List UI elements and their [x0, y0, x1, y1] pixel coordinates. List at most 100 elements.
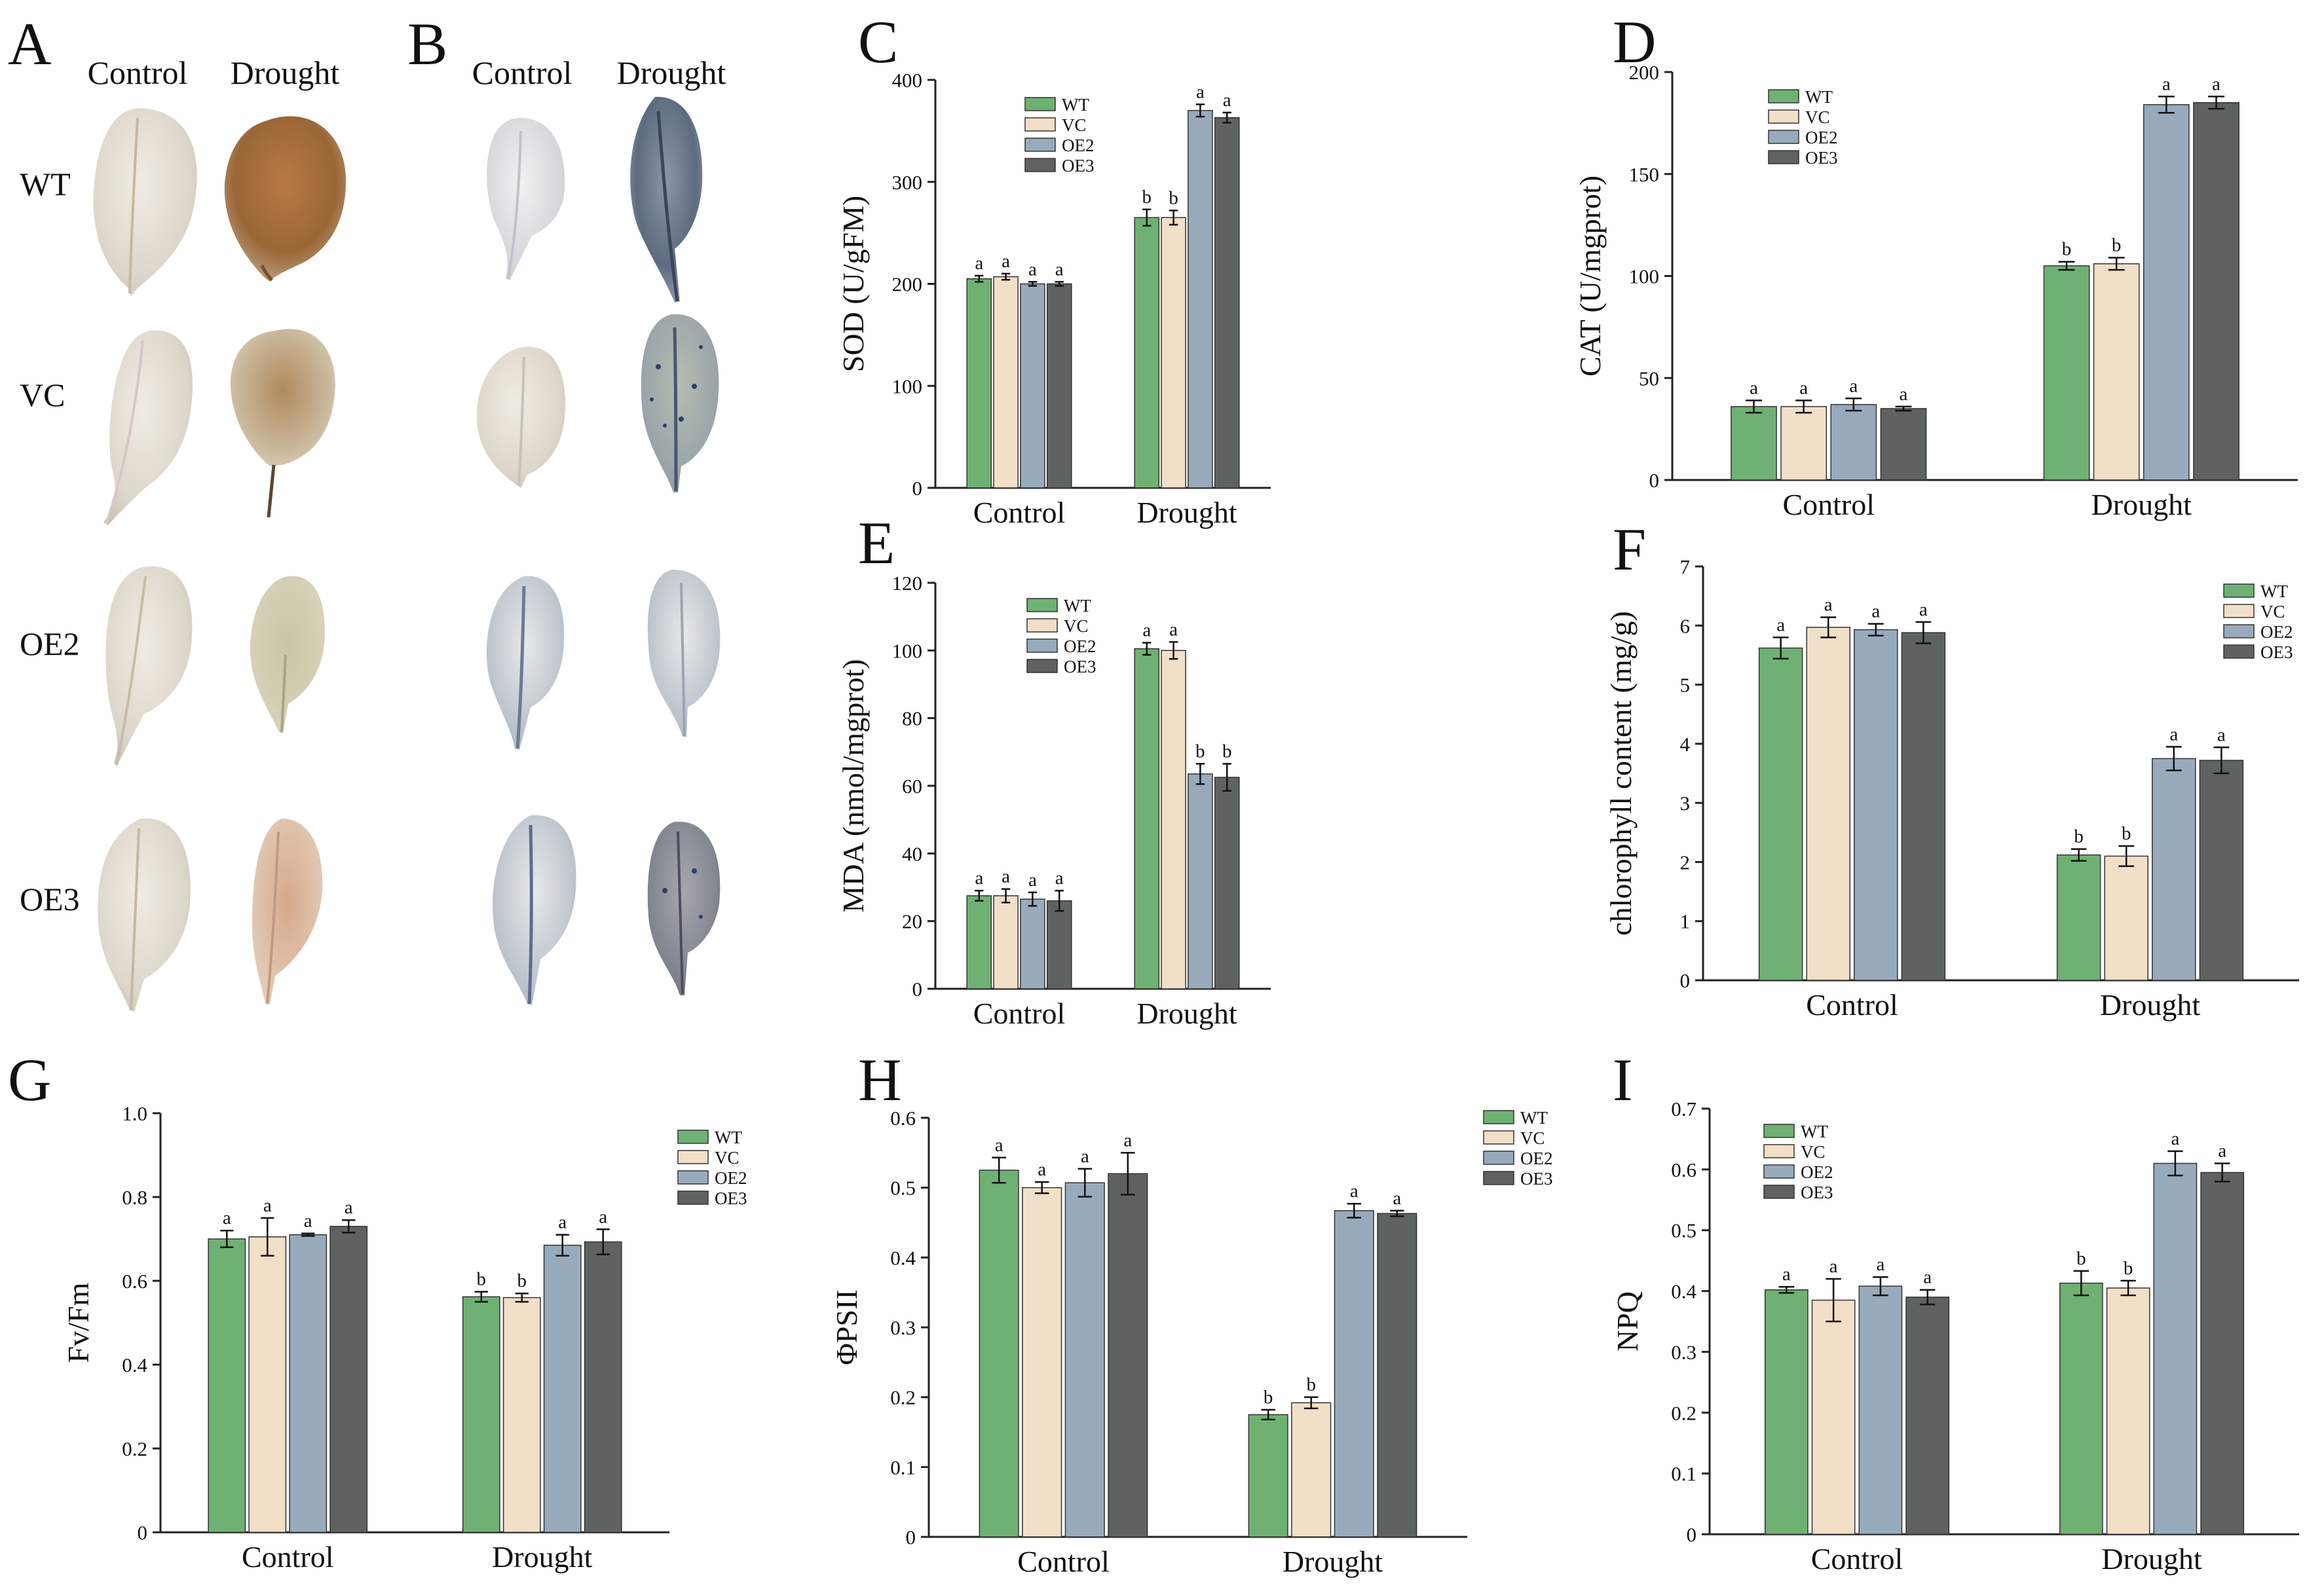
significance-letter-c: a [1223, 90, 1231, 111]
error-bar-d-wt-drought [2058, 261, 2075, 271]
photo-a-row-oe3: OE3 [20, 881, 80, 917]
error-bar-d-wt-control [1746, 399, 1762, 414]
error-bar-e-oe2-drought [1195, 763, 1205, 785]
significance-letter-g: a [558, 1212, 567, 1233]
y-tick-label-e: 40 [902, 842, 922, 865]
legend-swatch-h-vc [1483, 1130, 1514, 1145]
error-bar-e-wt-drought [1142, 642, 1152, 656]
legend-swatch-c-vc [1024, 117, 1056, 132]
significance-letter-e: a [1002, 866, 1010, 887]
legend-swatch-d-oe3 [1768, 150, 1799, 164]
significance-letter-i: a [1876, 1254, 1884, 1275]
error-bar-d-oe3-control [1895, 405, 1912, 412]
bar-g-vc-control [248, 1236, 287, 1533]
legend-label-c-oe3: OE3 [1062, 156, 1095, 175]
bar-f-vc-control [1806, 627, 1850, 981]
error-bar-d-oe2-drought [2158, 96, 2175, 114]
photo-panel-b: B Control Drought [407, 10, 726, 1005]
bar-e-vc-control [993, 895, 1019, 989]
legend-swatch-f-oe3 [2223, 644, 2255, 659]
significance-letter-g: a [304, 1211, 312, 1232]
significance-letter-h: a [1038, 1159, 1046, 1180]
legend-label-i-vc: VC [1801, 1142, 1826, 1162]
y-tick-label-f: 1 [1680, 910, 1691, 933]
y-tick-label-e: 120 [892, 572, 923, 595]
leaf-a-oe3-control [98, 818, 191, 1012]
x-tick-label-f-drought: Drought [2100, 988, 2201, 1022]
bar-i-oe2-control [1858, 1285, 1903, 1535]
error-bar-i-vc-drought [2120, 1280, 2136, 1297]
y-axis-title-c: SOD (U/gFM) [836, 196, 870, 373]
significance-letter-g: b [517, 1270, 527, 1291]
bar-d-oe3-drought [2193, 101, 2240, 481]
significance-letter-e: a [1055, 868, 1064, 889]
error-bar-c-vc-control [1001, 272, 1011, 281]
significance-letter-c: a [1055, 259, 1064, 280]
significance-letter-c: a [1002, 251, 1010, 272]
y-tick-label-i: 0.5 [1671, 1219, 1696, 1242]
y-tick-label-e: 100 [892, 639, 923, 662]
chart-panel-h: H 0 0.1 0.2 0.3 0.4 0.5 0.6 ΦPSII a a a a Control b b a a… [830, 1046, 1553, 1578]
error-bar-g-vc-drought [515, 1292, 529, 1303]
y-tick-label-e: 60 [902, 775, 922, 798]
y-tick-label-e: 80 [902, 707, 922, 730]
legend-label-c-wt: WT [1062, 95, 1089, 115]
legend-swatch-i-oe2 [1763, 1164, 1795, 1179]
legend-label-g-oe3: OE3 [715, 1189, 747, 1208]
legend-label-c-vc: VC [1062, 115, 1087, 135]
bar-i-wt-drought [2059, 1282, 2103, 1535]
significance-letter-i: a [2218, 1141, 2226, 1162]
legend-swatch-f-wt [2223, 583, 2255, 598]
error-bar-i-vc-control [1826, 1278, 1841, 1323]
bar-d-wt-control [1731, 406, 1777, 481]
significance-letter-g: a [263, 1195, 272, 1216]
significance-letter-d: a [1799, 378, 1808, 399]
bar-h-oe2-drought [1334, 1210, 1374, 1538]
error-bar-c-wt-drought [1142, 208, 1152, 227]
significance-letter-c: a [1028, 259, 1037, 280]
error-bar-f-vc-drought [2118, 845, 2135, 867]
bar-f-oe2-drought [2152, 758, 2196, 981]
error-bar-d-vc-control [1795, 399, 1812, 414]
significance-letter-f: b [2122, 823, 2131, 844]
legend-label-f-oe3: OE3 [2260, 642, 2293, 662]
significance-letter-f: a [2169, 724, 2178, 745]
chart-panel-f: F 0 1 2 3 4 5 6 7 chlorophyll content (mg/g) a a a a C… [1604, 516, 2299, 1022]
bar-g-oe3-control [329, 1226, 368, 1533]
legend-swatch-e-wt [1026, 598, 1058, 612]
leaf-a-oe2-control [105, 566, 193, 766]
leaf-b-oe3-control [493, 815, 576, 1005]
bar-c-vc-drought [1161, 217, 1186, 489]
significance-letter-e: a [1142, 619, 1151, 640]
error-bar-e-oe2-control [1028, 891, 1038, 907]
error-bar-c-wt-control [975, 274, 984, 283]
chart-panel-i: I 0 0.1 0.2 0.3 0.4 0.5 0.6 0.7 NPQ a a a a Control b b a… [1611, 1046, 2299, 1576]
leaf-b-vc-control [476, 346, 566, 488]
significance-letter-g: a [599, 1206, 607, 1227]
x-tick-label-h-drought: Drought [1283, 1545, 1383, 1578]
legend-label-i-wt: WT [1801, 1122, 1828, 1141]
legend-swatch-g-wt [677, 1130, 709, 1144]
legend-swatch-c-wt [1024, 97, 1056, 111]
error-bar-f-vc-control [1820, 616, 1837, 638]
legend-swatch-i-oe3 [1763, 1185, 1795, 1199]
y-tick-label-i: 0.1 [1671, 1462, 1696, 1485]
significance-letter-h: b [1306, 1374, 1316, 1395]
bar-g-oe3-drought [584, 1241, 622, 1533]
legend-label-h-oe3: OE3 [1520, 1169, 1553, 1189]
significance-letter-e: b [1222, 741, 1232, 762]
significance-letter-h: b [1264, 1387, 1273, 1408]
y-tick-label-h: 0.5 [890, 1177, 916, 1200]
legend-swatch-c-oe3 [1024, 158, 1056, 172]
significance-letter-g: a [345, 1197, 353, 1218]
bar-i-oe3-control [1905, 1297, 1950, 1535]
significance-letter-c: a [975, 253, 983, 274]
bar-d-oe2-control [1830, 403, 1877, 481]
x-tick-label-i-control: Control [1811, 1542, 1903, 1576]
bar-c-wt-drought [1134, 217, 1160, 489]
y-tick-label-h: 0.1 [890, 1456, 916, 1479]
leaf-a-vc-drought [230, 329, 335, 518]
legend-label-e-oe3: OE3 [1064, 657, 1096, 676]
error-bar-f-wt-drought [2071, 848, 2087, 862]
error-bar-e-vc-drought [1169, 641, 1178, 660]
